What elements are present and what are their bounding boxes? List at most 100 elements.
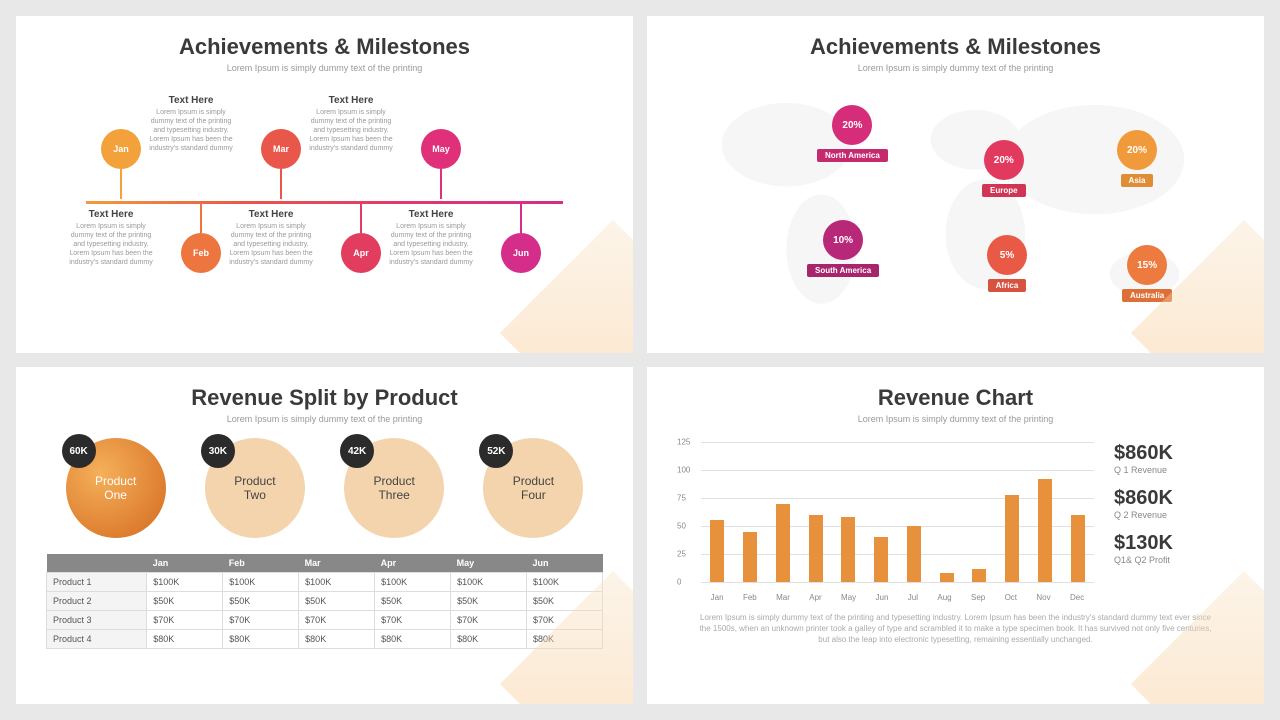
kpi-label: Q 2 Revenue: [1114, 510, 1234, 520]
y-axis-label: 75: [677, 494, 686, 503]
timeline-node: May: [396, 129, 486, 199]
slide-subtitle: Lorem Ipsum is simply dummy text of the …: [46, 63, 603, 73]
slide-revenue-split: Revenue Split by Product Lorem Ipsum is …: [16, 367, 633, 704]
slide-title: Revenue Chart: [677, 385, 1234, 411]
table-cell: $100K: [299, 573, 375, 592]
chart-bar: [940, 573, 954, 582]
x-axis-label: Feb: [743, 593, 757, 602]
table-cell: $100K: [223, 573, 299, 592]
kpi-value: $130K: [1114, 532, 1234, 555]
product-circle: 30KProductTwo: [205, 438, 305, 538]
y-axis-label: 50: [677, 522, 686, 531]
table-cell: $80K: [527, 630, 603, 649]
table-cell: $70K: [223, 611, 299, 630]
timeline-node: Mar: [236, 129, 326, 199]
slide-subtitle: Lorem Ipsum is simply dummy text of the …: [46, 414, 603, 424]
table-cell: $50K: [451, 592, 527, 611]
product-circles: 60KProductOne 30KProductTwo 42KProductThre…: [46, 438, 603, 538]
grid-line: [701, 582, 1094, 583]
timeline-node: Jan: [76, 129, 166, 199]
y-axis-label: 125: [677, 438, 690, 447]
table-cell: $50K: [527, 592, 603, 611]
kpi-column: $860KQ 1 Revenue$860KQ 2 Revenue$130KQ1&…: [1114, 442, 1234, 602]
table-header: Mar: [299, 554, 375, 573]
timeline-node: Feb: [156, 203, 246, 273]
table-row: Product 3$70K$70K$70K$70K$70K$70K: [47, 611, 603, 630]
world-map: 20%North America10%South America20%Europ…: [677, 85, 1234, 325]
table-row: Product 4$80K$80K$80K$80K$80K$80K: [47, 630, 603, 649]
x-axis-label: Mar: [776, 593, 790, 602]
y-axis-label: 25: [677, 550, 686, 559]
map-pin: 20%Asia: [1117, 130, 1157, 188]
x-axis-label: Jan: [711, 593, 724, 602]
kpi-item: $860KQ 1 Revenue: [1114, 442, 1234, 475]
table-cell: $80K: [299, 630, 375, 649]
map-pin: 5%Africa: [987, 235, 1027, 293]
slide-revenue-chart: Revenue Chart Lorem Ipsum is simply dumm…: [647, 367, 1264, 704]
table-cell: Product 4: [47, 630, 147, 649]
table-cell: Product 3: [47, 611, 147, 630]
product-badge: 60K: [62, 434, 96, 468]
table-cell: $70K: [451, 611, 527, 630]
x-axis-label: Sep: [971, 593, 985, 602]
table-cell: $50K: [375, 592, 451, 611]
product-circle: 60KProductOne: [66, 438, 166, 538]
x-axis-label: Nov: [1036, 593, 1050, 602]
table-cell: $100K: [527, 573, 603, 592]
chart-bar: [972, 569, 986, 582]
table-header: Feb: [223, 554, 299, 573]
map-pin: 20%Europe: [982, 140, 1026, 198]
timeline-node: Apr: [316, 203, 406, 273]
chart-bar: [809, 515, 823, 582]
table-header: May: [451, 554, 527, 573]
x-axis-label: Jul: [908, 593, 918, 602]
slide-title: Achievements & Milestones: [46, 34, 603, 60]
x-axis-label: Oct: [1005, 593, 1017, 602]
table-cell: $50K: [147, 592, 223, 611]
product-badge: 30K: [201, 434, 235, 468]
table-cell: $80K: [375, 630, 451, 649]
product-badge: 42K: [340, 434, 374, 468]
table-header: Jan: [147, 554, 223, 573]
slide-subtitle: Lorem Ipsum is simply dummy text of the …: [677, 63, 1234, 73]
table-cell: $100K: [147, 573, 223, 592]
chart-bar: [1071, 515, 1085, 582]
kpi-label: Q1& Q2 Profit: [1114, 555, 1234, 565]
table-cell: Product 2: [47, 592, 147, 611]
table-cell: $100K: [451, 573, 527, 592]
table-header: Apr: [375, 554, 451, 573]
table-cell: $80K: [223, 630, 299, 649]
x-axis-label: Dec: [1070, 593, 1084, 602]
product-label: ProductThree: [373, 474, 414, 503]
table-cell: $80K: [147, 630, 223, 649]
product-badge: 52K: [479, 434, 513, 468]
chart-bar: [1038, 479, 1052, 582]
timeline: Text HereLorem Ipsum is simply dummy tex…: [46, 93, 603, 333]
timeline-text-down: Text HereLorem Ipsum is simply dummy tex…: [66, 207, 156, 267]
table-header: Jun: [527, 554, 603, 573]
table-row: Product 1$100K$100K$100K$100K$100K$100K: [47, 573, 603, 592]
x-axis-label: Apr: [809, 593, 821, 602]
y-axis-label: 0: [677, 578, 681, 587]
map-pin: 10%South America: [807, 220, 879, 278]
product-circle: 42KProductThree: [344, 438, 444, 538]
chart-bar: [907, 526, 921, 582]
chart-bar: [776, 504, 790, 582]
x-axis-label: May: [841, 593, 856, 602]
chart-bar: [874, 537, 888, 582]
slide-title: Achievements & Milestones: [677, 34, 1234, 60]
table-cell: Product 1: [47, 573, 147, 592]
table-cell: $80K: [451, 630, 527, 649]
x-axis-label: Jun: [876, 593, 889, 602]
chart-bar: [710, 520, 724, 582]
table-row: Product 2$50K$50K$50K$50K$50K$50K: [47, 592, 603, 611]
revenue-table: JanFebMarAprMayJunProduct 1$100K$100K$10…: [46, 554, 603, 649]
product-circle: 52KProductFour: [483, 438, 583, 538]
kpi-item: $130KQ1& Q2 Profit: [1114, 532, 1234, 565]
table-header: [47, 554, 147, 573]
y-axis-label: 100: [677, 466, 690, 475]
map-pin: 15%Australia: [1122, 245, 1172, 303]
product-label: ProductOne: [95, 474, 136, 503]
x-axis-label: Aug: [937, 593, 951, 602]
product-label: ProductTwo: [234, 474, 275, 503]
